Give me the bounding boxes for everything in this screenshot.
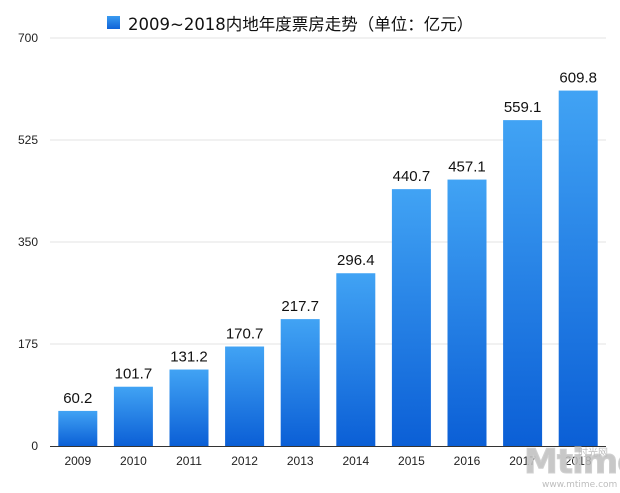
watermark-logo: Mtime 时光网 www.mtime.com — [520, 440, 620, 492]
x-tick-label-2012: 2012 — [231, 454, 258, 468]
bar-2017 — [503, 120, 543, 446]
x-axis-ticks: 2009 2010 2011 2012 2013 2014 2015 2016 2017 2018 — [64, 454, 591, 468]
watermark-text: Mtime — [523, 442, 620, 483]
bar-2009 — [58, 410, 98, 446]
x-tick-label-2011: 2011 — [176, 454, 202, 468]
bar-2011 — [169, 369, 209, 446]
value-label-2018: 609.8 — [559, 70, 597, 87]
x-tick-label-2013: 2013 — [287, 454, 314, 468]
value-label-2009: 60.2 — [63, 390, 92, 407]
watermark-cn: 时光网 — [578, 448, 608, 459]
bar-2016 — [447, 179, 487, 447]
bar-2012 — [225, 346, 265, 446]
bar-2013 — [280, 319, 320, 446]
y-axis-ticks: 0 175 350 525 700 — [18, 31, 38, 453]
watermark-url: www.mtime.com — [542, 480, 618, 490]
bar-2014 — [336, 273, 376, 446]
value-label-2016: 457.1 — [448, 159, 486, 176]
y-tick-label: 0 — [31, 439, 38, 453]
value-label-2015: 440.7 — [393, 168, 431, 185]
x-tick-label-2018: 2018 — [565, 454, 592, 468]
value-label-2013: 217.7 — [281, 298, 319, 315]
bar-2018 — [558, 90, 598, 446]
bar-2010 — [113, 386, 153, 446]
y-tick-label: 700 — [18, 31, 38, 45]
value-label-2011: 131.2 — [170, 349, 208, 366]
y-tick-label: 175 — [18, 337, 38, 351]
y-tick-label: 525 — [18, 133, 38, 147]
value-label-2010: 101.7 — [115, 366, 153, 383]
legend-label: 2009~2018内地年度票房走势（单位：亿元） — [128, 15, 474, 34]
value-label-2012: 170.7 — [226, 326, 264, 343]
x-tick-label-2016: 2016 — [454, 454, 481, 468]
value-labels: 60.2 101.7 131.2 170.7 217.7 296.4 440.7 457.1 5… — [63, 70, 597, 407]
bar-2015 — [391, 189, 431, 446]
x-tick-label-2009: 2009 — [64, 454, 91, 468]
x-tick-label-2015: 2015 — [398, 454, 425, 468]
x-tick-label-2017: 2017 — [509, 454, 536, 468]
legend-swatch — [107, 16, 120, 29]
x-tick-label-2010: 2010 — [120, 454, 147, 468]
bars — [58, 90, 598, 447]
x-tick-label-2014: 2014 — [342, 454, 369, 468]
value-label-2017: 559.1 — [504, 99, 542, 116]
y-tick-label: 350 — [18, 235, 38, 249]
value-label-2014: 296.4 — [337, 252, 375, 269]
